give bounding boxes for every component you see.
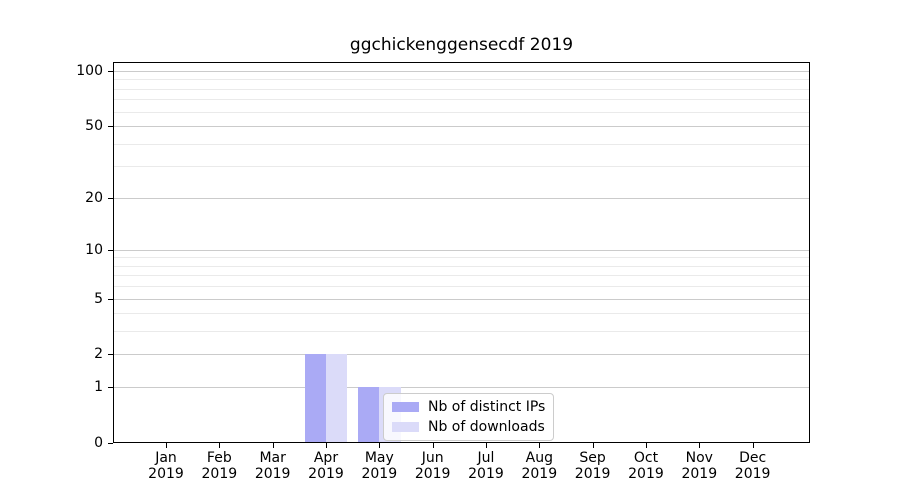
y-tick-label: 50: [85, 118, 103, 135]
bar-distinct-ips-may: [358, 387, 380, 442]
x-tick-month: Jun: [421, 450, 444, 466]
x-tick: [539, 443, 541, 448]
x-tick: [219, 443, 221, 448]
x-tick-year: 2019: [681, 466, 718, 482]
x-tick-label: Jun 2019: [401, 450, 465, 482]
x-tick-year: 2019: [521, 466, 558, 482]
legend-entry-downloads: Nb of downloads: [392, 419, 545, 435]
y-gridline-minor: [114, 331, 809, 333]
legend-swatch-downloads: [392, 422, 419, 432]
x-tick: [699, 443, 701, 448]
x-tick-month: Feb: [206, 450, 232, 466]
y-gridline-minor: [114, 313, 809, 315]
legend-entry-distinct-ips: Nb of distinct IPs: [392, 399, 545, 415]
y-tick: [108, 443, 113, 444]
y-gridline-minor: [114, 99, 809, 101]
x-tick: [379, 443, 381, 448]
x-tick-label: Sep 2019: [561, 450, 625, 482]
x-tick-month: Jan: [155, 450, 177, 466]
x-tick-year: 2019: [574, 466, 611, 482]
y-gridline-minor: [114, 275, 809, 277]
y-tick: [108, 249, 113, 251]
x-tick-label: Jul 2019: [454, 450, 518, 482]
y-tick-label: 2: [94, 346, 103, 363]
x-tick: [272, 443, 274, 448]
y-gridline-major: [114, 298, 809, 300]
x-tick-label: May 2019: [347, 450, 411, 482]
y-tick-label: 0: [94, 435, 103, 451]
y-gridline-major: [114, 354, 809, 356]
y-gridline-major: [114, 126, 809, 128]
y-tick-label: 10: [85, 241, 103, 258]
x-tick: [645, 443, 647, 448]
y-tick: [108, 71, 113, 72]
plot-area: Nb of distinct IPs Nb of downloads: [113, 62, 810, 443]
y-gridline-minor: [114, 286, 809, 288]
x-tick: [752, 443, 754, 448]
y-gridline-minor: [114, 79, 809, 81]
y-tick: [108, 197, 113, 199]
x-tick-label: Oct 2019: [614, 450, 678, 482]
x-tick-year: 2019: [468, 466, 504, 482]
y-tick-label: 20: [85, 189, 103, 206]
y-tick: [108, 126, 113, 128]
legend-label-downloads: Nb of downloads: [428, 419, 545, 435]
legend: Nb of distinct IPs Nb of downloads: [383, 393, 555, 441]
x-tick: [485, 443, 487, 448]
bar-distinct-ips-apr: [304, 354, 326, 442]
x-tick-year: 2019: [148, 466, 184, 482]
x-tick-year: 2019: [361, 466, 398, 482]
chart-title: ggchickenggensecdf 2019: [349, 35, 574, 55]
y-gridline-major: [114, 249, 809, 251]
bar-downloads-apr: [325, 354, 348, 442]
x-tick-year: 2019: [628, 466, 664, 482]
y-gridline-major: [114, 197, 809, 199]
x-tick: [166, 443, 167, 448]
legend-swatch-distinct-ips: [392, 402, 419, 412]
x-tick-month: Oct: [633, 450, 659, 466]
y-gridline-major: [114, 71, 809, 72]
x-tick-label: Jan 2019: [134, 450, 198, 482]
y-tick-label: 1: [94, 379, 103, 396]
x-tick-month: Mar: [259, 450, 286, 466]
legend-label-distinct-ips: Nb of distinct IPs: [428, 399, 546, 415]
x-tick-month: Aug: [525, 450, 553, 466]
x-tick-label: Aug 2019: [507, 450, 571, 482]
y-tick: [108, 354, 113, 356]
x-tick-year: 2019: [734, 466, 771, 482]
y-gridline-minor: [114, 265, 809, 267]
y-gridline-minor: [114, 143, 809, 145]
x-tick-label: Nov 2019: [667, 450, 731, 482]
y-gridline-minor: [114, 111, 809, 113]
x-tick-month: Dec: [739, 450, 767, 466]
x-tick-year: 2019: [201, 466, 238, 482]
x-tick-month: Jul: [477, 450, 495, 466]
x-tick-label: Feb 2019: [187, 450, 251, 482]
y-gridline-major: [114, 387, 809, 389]
x-tick: [592, 443, 594, 448]
x-tick-month: Apr: [313, 450, 339, 466]
y-gridline-minor: [114, 88, 809, 90]
x-tick-label: Dec 2019: [721, 450, 785, 482]
x-tick-year: 2019: [308, 466, 344, 482]
x-tick-month: Sep: [579, 450, 606, 466]
x-tick-year: 2019: [414, 466, 451, 482]
y-tick-label: 100: [76, 63, 103, 79]
x-tick-month: May: [364, 450, 394, 466]
y-gridline-minor: [114, 166, 809, 168]
x-tick: [325, 443, 327, 448]
x-tick-label: Mar 2019: [241, 450, 305, 482]
x-tick: [432, 443, 434, 448]
y-tick: [108, 387, 113, 389]
y-tick: [108, 298, 113, 300]
y-gridline-minor: [114, 257, 809, 259]
x-tick-month: Nov: [685, 450, 713, 466]
x-tick-label: Apr 2019: [294, 450, 358, 482]
x-tick-year: 2019: [254, 466, 291, 482]
y-tick-label: 5: [94, 290, 103, 307]
